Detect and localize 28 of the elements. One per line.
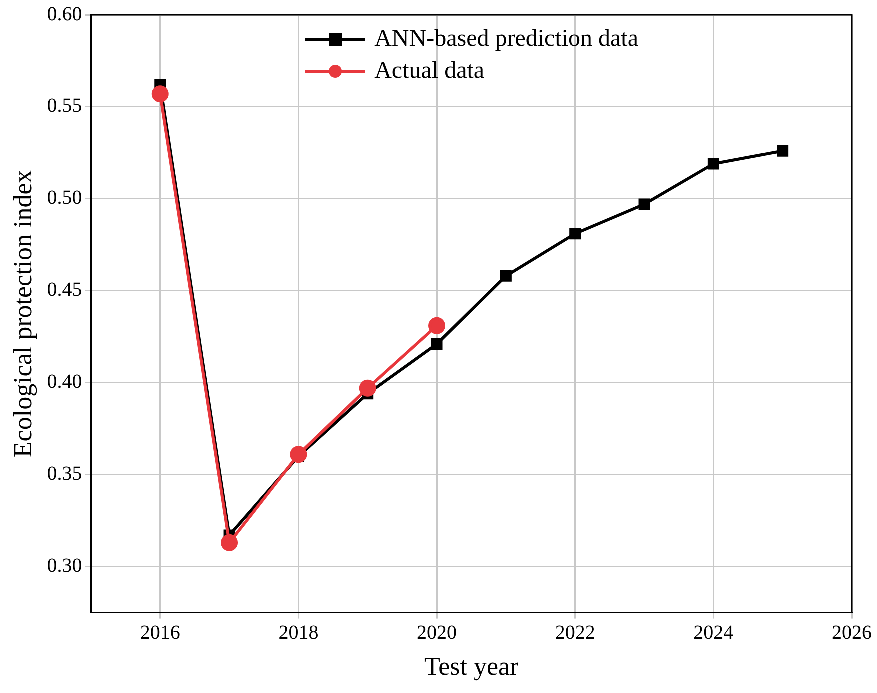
x-tick-label: 2016 [140,622,180,644]
point [290,446,308,464]
point [708,158,720,170]
x-tick-label: 2018 [278,622,319,644]
legend-label: Actual data [374,58,485,84]
x-tick-label: 2020 [417,622,458,644]
y-tick-label: 0.30 [47,555,82,578]
y-tick-label: 0.55 [47,95,82,118]
point [359,380,376,397]
y-tick-label: 0.60 [47,3,82,26]
point [428,317,446,334]
x-tick-label: 2024 [694,622,734,644]
y-tick-label: 0.40 [47,371,82,394]
x-tick-label: 2022 [555,622,596,644]
y-axis-title: Ecological protection index [8,170,38,458]
y-tick-label: 0.50 [47,187,82,210]
x-tick-label: 2026 [832,622,872,644]
point [638,198,650,210]
point [221,534,238,552]
y-tick-label: 0.35 [47,463,82,486]
legend-label: ANN-based prediction data [374,26,638,52]
point [570,228,582,240]
point [152,86,169,103]
point [500,270,512,282]
y-tick-label: 0.45 [47,279,82,302]
point [777,145,789,157]
point [431,338,443,350]
x-axis-title: Test year [424,652,520,682]
